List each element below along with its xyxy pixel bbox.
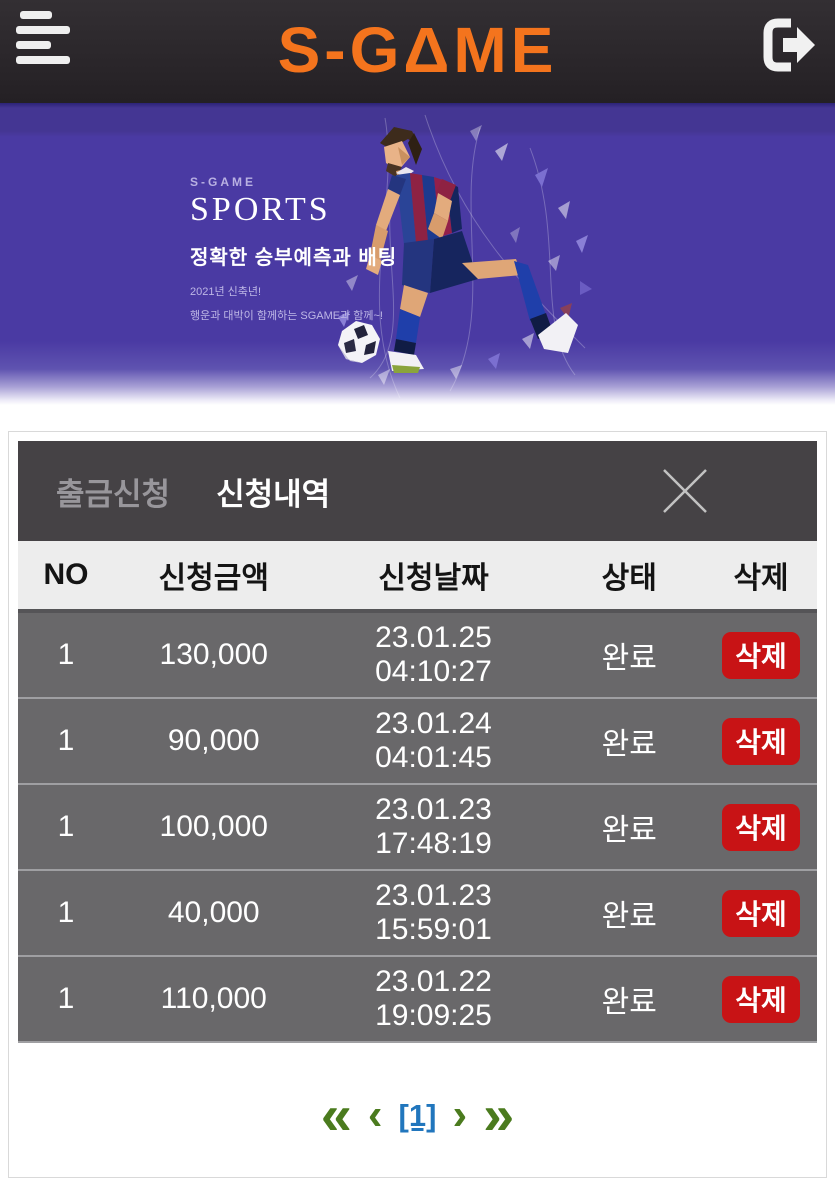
col-header-date: 신청날짜 (378, 562, 489, 595)
pagination-current-page[interactable]: [1] (398, 1097, 437, 1133)
row-status: 완료 (601, 900, 657, 933)
row-amount: 90,000 (167, 724, 260, 757)
table-row: 1 100,000 23.01.23 17:48:19 완료 삭제 (18, 785, 817, 871)
pagination-last[interactable]: » (483, 1083, 515, 1146)
pagination: « ‹ [1] › » (18, 1087, 817, 1143)
banner-text-block: S-GAME SPORTS 정확한 승부예측과 배팅 2021년 신축년! 행운… (190, 175, 397, 323)
promo-banner: S-GAME SPORTS 정확한 승부예측과 배팅 2021년 신축년! 행운… (0, 103, 835, 405)
close-icon[interactable] (659, 465, 711, 517)
hamburger-bar (20, 11, 52, 19)
soccer-player-illustration (338, 114, 592, 399)
row-no: 1 (57, 638, 75, 671)
table-header-row: NO 신청금액 신청날짜 상태 삭제 (18, 541, 817, 613)
hamburger-bar (16, 56, 70, 64)
delete-button[interactable]: 삭제 (722, 803, 801, 851)
delete-button[interactable]: 삭제 (722, 631, 801, 679)
row-status: 완료 (601, 642, 657, 675)
table-row: 1 130,000 23.01.25 04:10:27 완료 삭제 (18, 613, 817, 699)
row-amount: 130,000 (159, 638, 268, 671)
banner-headline: 정확한 승부예측과 배팅 (190, 247, 398, 269)
hamburger-bar (16, 26, 70, 34)
row-amount: 100,000 (159, 810, 268, 843)
banner-subline-1: 2021년 신축년! (190, 286, 262, 298)
col-header-delete: 삭제 (733, 562, 789, 595)
col-header-amount: 신청금액 (158, 562, 269, 595)
col-header-no: NO (43, 558, 89, 591)
delete-button[interactable]: 삭제 (722, 717, 801, 765)
row-date: 23.01.23 17:48:19 (375, 793, 492, 860)
row-date: 23.01.25 04:10:27 (375, 621, 492, 688)
table-row: 1 110,000 23.01.22 19:09:25 완료 삭제 (18, 957, 817, 1043)
row-no: 1 (57, 896, 75, 929)
col-header-status: 상태 (601, 562, 657, 595)
hamburger-bar (16, 41, 51, 49)
row-amount: 110,000 (160, 982, 267, 1015)
tab-withdraw-request[interactable]: 출금신청 (56, 476, 171, 512)
modal-header: 출금신청 신청내역 (18, 441, 817, 541)
app-header: S-GΔME (0, 0, 835, 103)
withdraw-history-card: 출금신청 신청내역 NO 신청금액 신청날짜 상태 삭제 1 130,000 2… (8, 431, 827, 1178)
row-date: 23.01.24 04:01:45 (375, 707, 492, 774)
logout-icon[interactable] (757, 14, 819, 76)
row-no: 1 (57, 810, 75, 843)
pagination-first[interactable]: « (320, 1083, 352, 1146)
delete-button[interactable]: 삭제 (722, 975, 801, 1023)
row-date: 23.01.22 19:09:25 (375, 965, 492, 1032)
pagination-next[interactable]: › (452, 1090, 468, 1139)
row-status: 완료 (601, 814, 657, 847)
delete-button[interactable]: 삭제 (722, 889, 801, 937)
banner-brand-small: S-GAME (190, 175, 256, 189)
row-amount: 40,000 (167, 896, 260, 929)
app-logo: S-GΔME (277, 14, 558, 86)
row-no: 1 (57, 724, 75, 757)
banner-subline-2: 행운과 대박이 함께하는 SGAME과 함께~! (190, 310, 383, 322)
row-date: 23.01.23 15:59:01 (375, 879, 492, 946)
table-row: 1 40,000 23.01.23 15:59:01 완료 삭제 (18, 871, 817, 957)
row-no: 1 (57, 982, 75, 1015)
tab-request-history[interactable]: 신청내역 (216, 476, 331, 512)
table-row: 1 90,000 23.01.24 04:01:45 완료 삭제 (18, 699, 817, 785)
row-status: 완료 (601, 986, 657, 1019)
banner-brand-large: SPORTS (190, 191, 331, 228)
hamburger-menu-icon[interactable] (16, 11, 80, 73)
row-status: 완료 (601, 728, 657, 761)
pagination-prev[interactable]: ‹ (367, 1090, 383, 1139)
